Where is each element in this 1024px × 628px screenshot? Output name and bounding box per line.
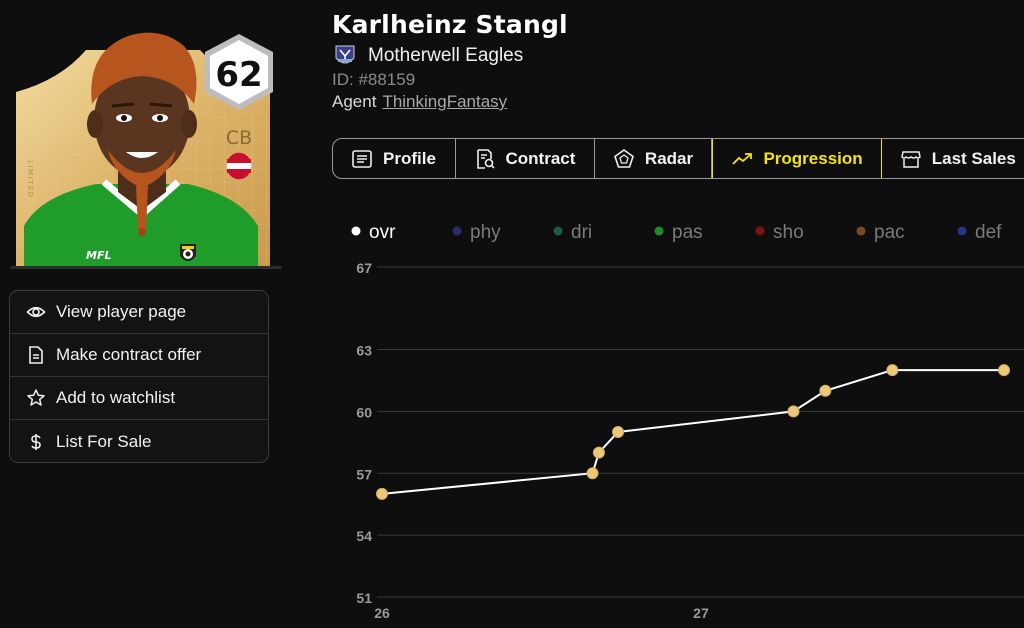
player-tabs: Profile Contract Radar Progression Last … — [332, 138, 1024, 179]
data-point-ovr-1 — [586, 467, 599, 480]
legend-label-phy[interactable]: phy — [470, 222, 501, 243]
contract-search-icon — [474, 148, 496, 170]
card-hair — [91, 32, 197, 104]
data-point-ovr-3 — [612, 426, 625, 438]
rating-badge: 62 — [205, 34, 273, 110]
tab-last-sales[interactable]: Last Sales — [882, 139, 1024, 178]
legend-dot-ovr — [351, 226, 361, 236]
y-tick-label-60: 60 — [356, 404, 372, 420]
y-tick-label-67: 67 — [356, 260, 372, 276]
legend-label-ovr[interactable]: ovr — [369, 222, 396, 243]
legend-label-dri[interactable]: dri — [571, 222, 592, 243]
trending-up-icon — [731, 148, 753, 170]
y-tick-label-54: 54 — [356, 528, 372, 544]
tab-progression-label: Progression — [763, 148, 863, 168]
y-tick-label-51: 51 — [356, 590, 372, 606]
legend-dot-pac — [856, 226, 866, 236]
list-for-sale-button[interactable]: List For Sale — [10, 420, 268, 462]
add-to-watchlist-label: Add to watchlist — [56, 388, 176, 407]
player-name: Karlheinz Stangl — [332, 10, 568, 39]
x-tick-label-27: 27 — [693, 605, 709, 621]
y-tick-label-63: 63 — [356, 343, 372, 359]
tab-radar[interactable]: Radar — [595, 139, 713, 178]
legend-dot-def — [957, 226, 967, 236]
agent-label: Agent — [332, 92, 377, 111]
list-for-sale-label: List For Sale — [56, 431, 152, 451]
card-position: CB — [226, 127, 252, 149]
legend-dot-pas — [654, 226, 664, 236]
data-point-ovr-4 — [787, 405, 800, 418]
eye-icon — [26, 302, 46, 322]
agent-link[interactable]: ThinkingFantasy — [382, 92, 508, 111]
tab-profile[interactable]: Profile — [333, 139, 456, 178]
view-player-page-button[interactable]: View player page — [10, 291, 268, 334]
card-brand-logo: MFL — [86, 249, 111, 262]
data-point-ovr-2 — [592, 446, 605, 459]
club-badge-icon — [180, 244, 196, 261]
add-to-watchlist-button[interactable]: Add to watchlist — [10, 377, 268, 420]
make-contract-offer-button[interactable]: Make contract offer — [10, 334, 268, 377]
player-card: LIMITED MFL — [0, 0, 290, 275]
player-card-art: LIMITED MFL — [10, 32, 282, 269]
progression-chart: ovr phy dri pas sho pac def 51 54 57 60 63 67 26 27 — [332, 200, 1024, 628]
tab-progression[interactable]: Progression — [712, 139, 882, 178]
store-icon — [900, 148, 922, 170]
star-icon — [26, 388, 46, 408]
progression-chart-svg: ovr phy dri pas sho pac def 51 54 57 60 63 67 26 27 — [351, 222, 1024, 621]
svg-text:62: 62 — [215, 55, 262, 95]
legend-label-pac[interactable]: pac — [874, 222, 905, 243]
legend-label-pas[interactable]: pas — [672, 222, 703, 243]
tab-contract[interactable]: Contract — [456, 139, 595, 178]
legend-label-def[interactable]: def — [975, 222, 1002, 243]
pentagon-radar-icon — [613, 148, 635, 170]
tab-radar-label: Radar — [644, 148, 694, 168]
tab-contract-label: Contract — [505, 148, 576, 168]
legend-dot-dri — [553, 226, 563, 236]
card-face — [94, 62, 190, 178]
list-icon — [351, 148, 373, 170]
legend-label-sho[interactable]: sho — [773, 222, 804, 243]
austria-flag-icon — [226, 152, 252, 180]
series-line-ovr — [381, 369, 1004, 495]
card-edition-label: LIMITED — [26, 160, 34, 199]
y-tick-label-57: 57 — [356, 466, 372, 482]
club-name[interactable]: Motherwell Eagles — [368, 45, 524, 66]
data-point-ovr-7 — [998, 364, 1010, 377]
agent-row: Agent ThinkingFantasy — [332, 92, 507, 112]
club-row: Motherwell Eagles — [334, 43, 523, 69]
player-actions-menu: View player page Make contract offer Add… — [9, 290, 269, 463]
data-point-ovr-5 — [819, 384, 832, 397]
player-id: ID: #88159 — [332, 70, 416, 89]
tab-last-sales-label: Last Sales — [931, 148, 1016, 168]
make-contract-offer-label: Make contract offer — [56, 345, 202, 364]
tab-profile-label: Profile — [383, 148, 436, 168]
club-crest-icon — [334, 44, 356, 68]
legend-dot-sho — [755, 226, 765, 236]
document-icon — [26, 345, 46, 365]
dollar-icon — [26, 432, 46, 452]
view-player-page-label: View player page — [56, 302, 187, 321]
x-tick-label-26: 26 — [374, 605, 390, 621]
data-point-ovr-6 — [886, 364, 899, 377]
data-point-ovr-0 — [376, 487, 388, 500]
legend-dot-phy — [452, 226, 462, 236]
